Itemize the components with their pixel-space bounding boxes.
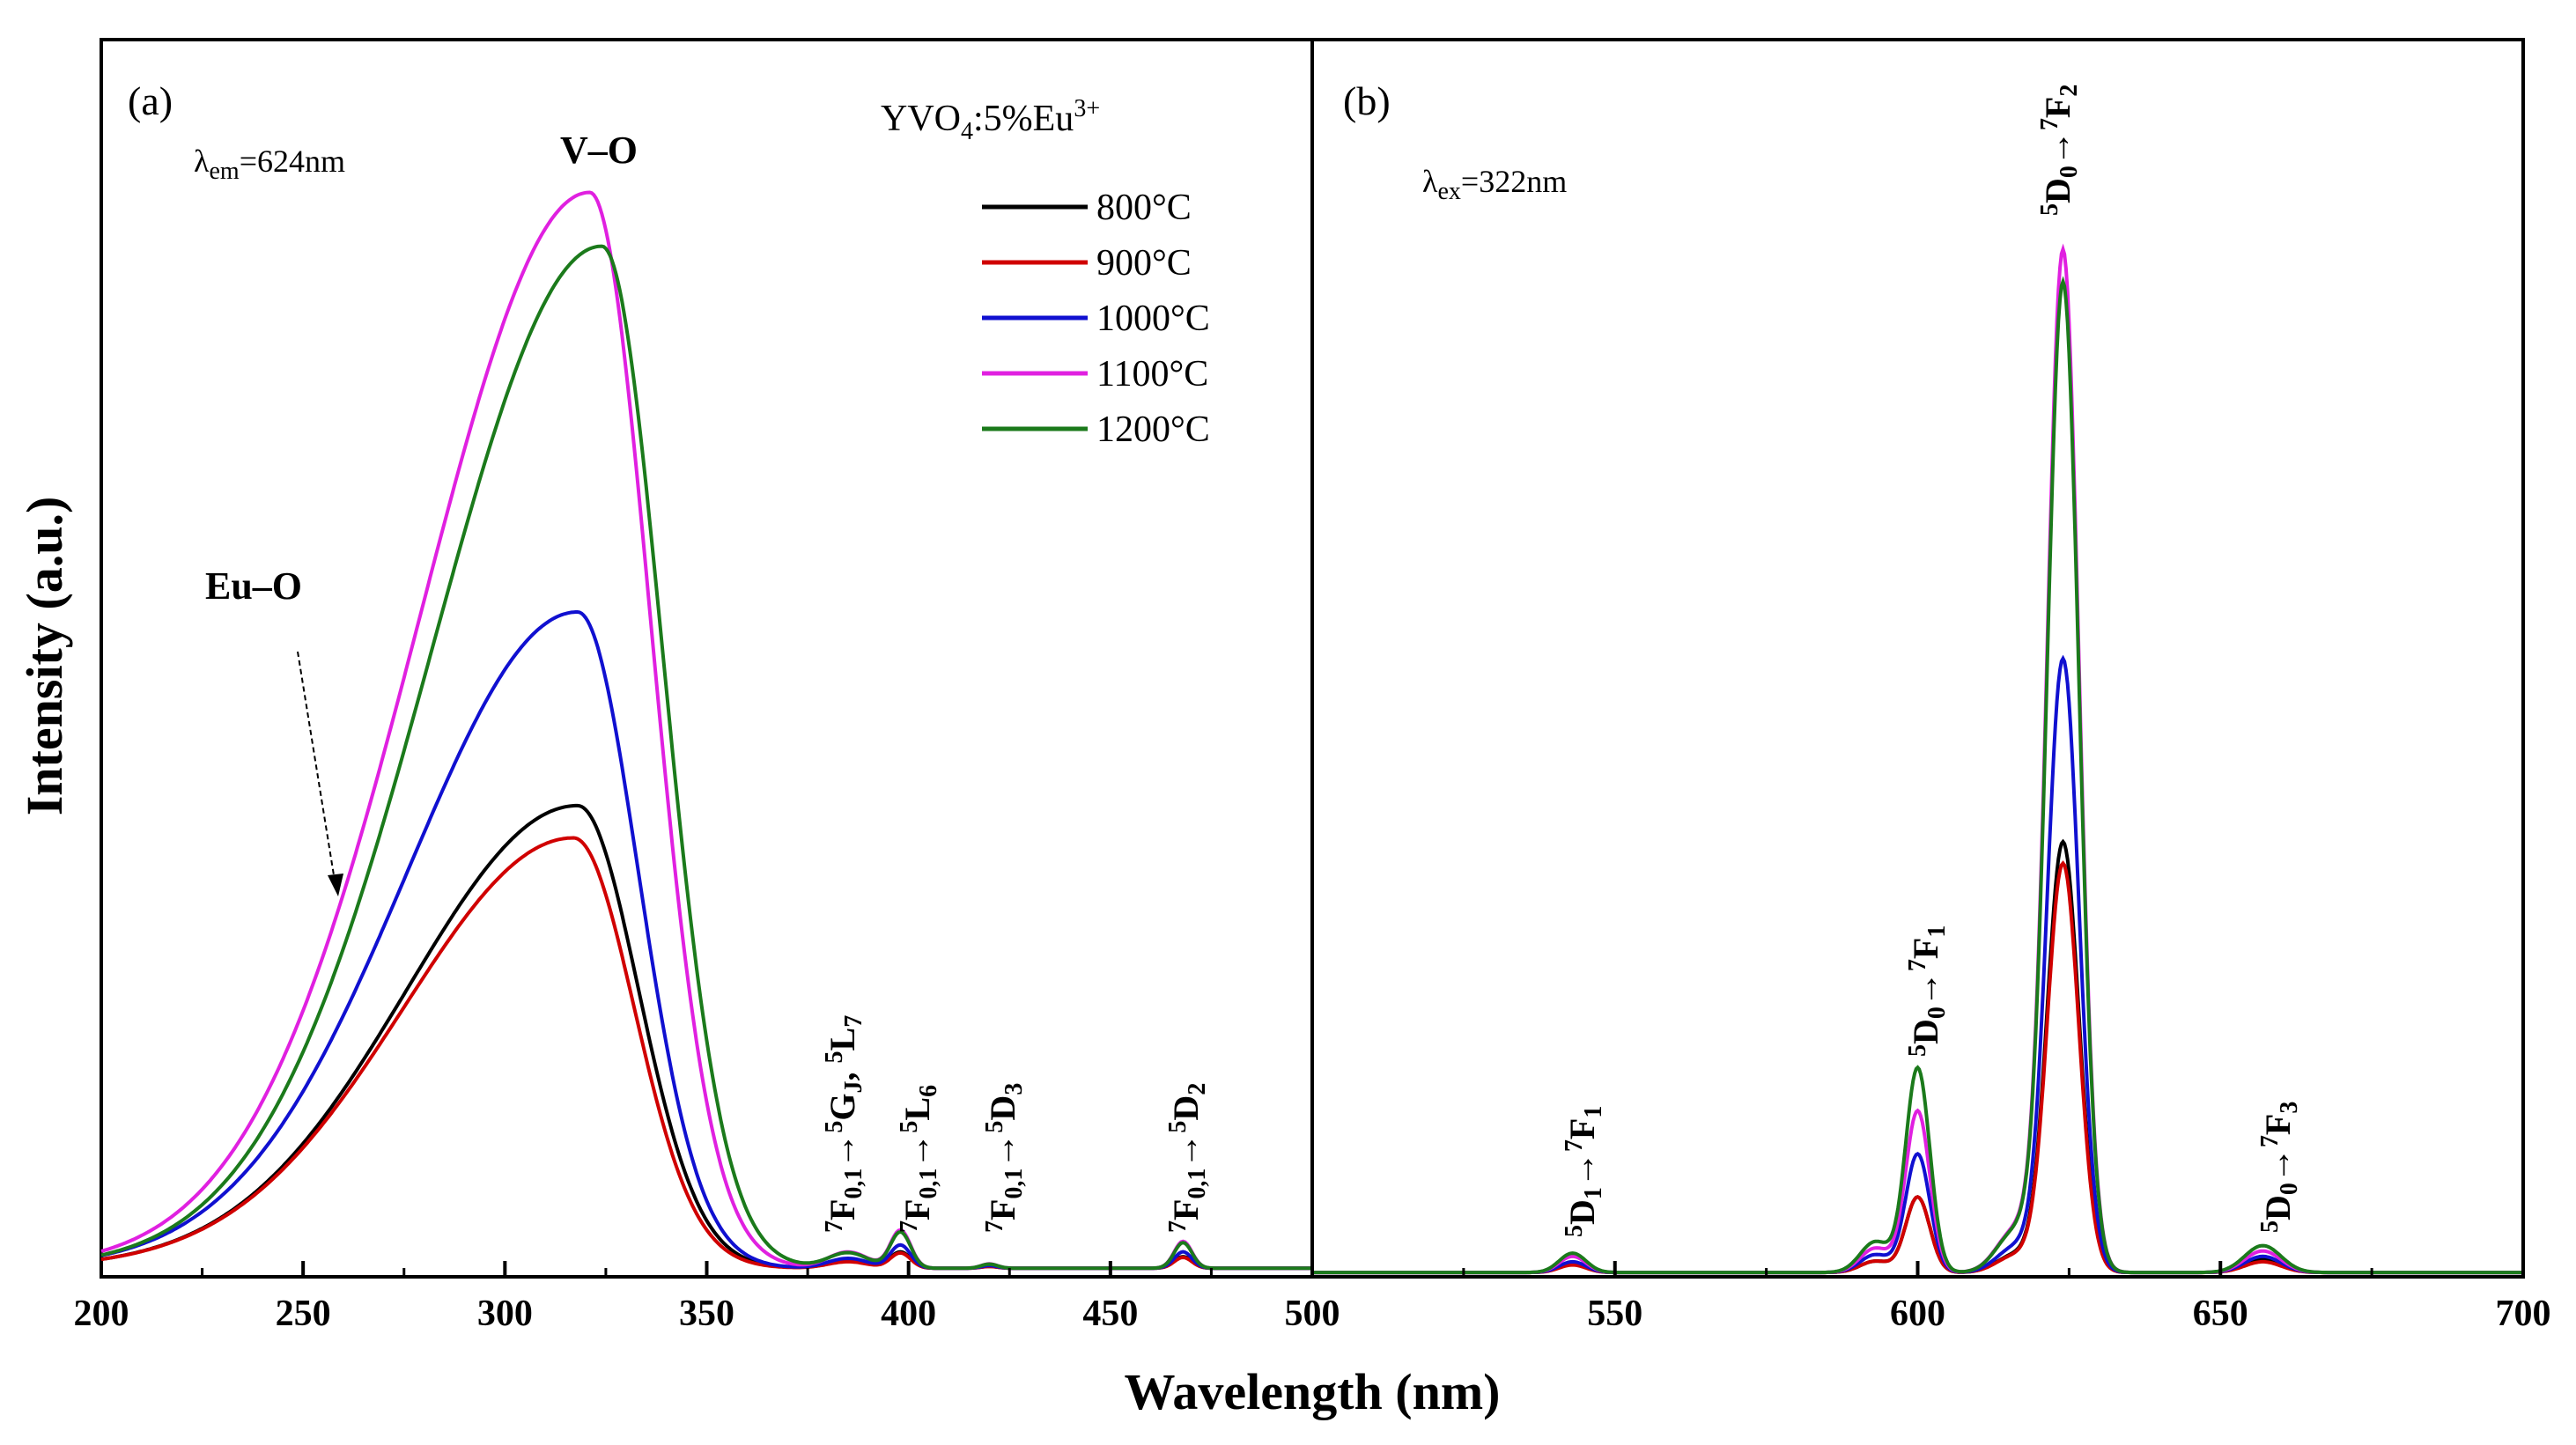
legend-label-1200c: 1200°C (1096, 409, 1210, 450)
y-axis-title: Intensity (a.u.) (16, 497, 73, 816)
legend-label-800c: 800°C (1096, 188, 1192, 228)
vo-band-label: V–O (560, 129, 638, 172)
panel-a-transitions: 7F0,1→5GJ, 5L7 7F0,1→5L6 7F0,1→5D3 7F0,1… (821, 1015, 1211, 1233)
x-tick-label-a-200: 200 (74, 1294, 129, 1334)
legend-label-1000c: 1000°C (1096, 299, 1210, 339)
x-tick-label-b-700: 700 (2496, 1294, 2551, 1334)
x-tick-label-b-550: 550 (1587, 1294, 1642, 1334)
transition-label-b-3: 5D0→7F2 (2036, 85, 2083, 216)
transition-label-b-4: 5D0→7F3 (2256, 1102, 2303, 1233)
transition-label-a-1: 7F0,1→5GJ, 5L7 (821, 1015, 867, 1233)
legend: 800°C 900°C 1000°C 1100°C 1200°C (982, 188, 1210, 450)
x-tick-label-b-500: 500 (1285, 1294, 1340, 1334)
x-tick-label-b-650: 650 (2193, 1294, 2248, 1334)
transition-label-b-2: 5D0→7F1 (1904, 925, 1951, 1057)
panel-b-curves (1312, 243, 2523, 1275)
euo-band-label: Eu–O (205, 564, 302, 608)
x-axis-title: Wavelength (nm) (1125, 1363, 1501, 1420)
panel-b-label: (b) (1343, 78, 1391, 123)
sample-label: YVO4:5%Eu3+ (881, 95, 1100, 145)
transition-label-a-3: 7F0,1→5D3 (981, 1083, 1028, 1233)
x-tick-label-a-450: 450 (1082, 1294, 1138, 1334)
transition-label-a-2: 7F0,1→5L6 (896, 1085, 942, 1233)
series-a-1200c (100, 244, 1312, 1271)
legend-label-900c: 900°C (1096, 243, 1192, 284)
panel-b-transitions: 5D1→7F1 5D0→7F1 5D0→7F2 5D0→7F3 (1561, 85, 2303, 1237)
series-b-1200c (1312, 276, 2523, 1275)
x-tick-label-a-350: 350 (679, 1294, 734, 1334)
legend-label-1100c: 1100°C (1096, 354, 1208, 394)
x-tick-label-a-300: 300 (477, 1294, 533, 1334)
panel-a-label: (a) (128, 78, 173, 123)
euo-arrow-line (297, 651, 336, 881)
x-tick-label-a-400: 400 (881, 1294, 936, 1334)
x-tick-label-b-600: 600 (1890, 1294, 1945, 1334)
x-tick-label-a-250: 250 (276, 1294, 331, 1334)
series-b-1100c (1312, 243, 2523, 1275)
euo-arrow-head (328, 874, 343, 896)
transition-label-b-1: 5D1→7F1 (1561, 1106, 1607, 1237)
panel-a-monitor: λem=624nm (194, 144, 345, 185)
transition-label-a-4: 7F0,1→5D2 (1164, 1083, 1211, 1233)
x-axis-ticks: 200 250 300 350 400 450 500 550 600 650 700 (74, 1261, 2551, 1334)
panel-b-frame (1310, 38, 2525, 1279)
panel-b-monitor: λex=322nm (1422, 164, 1567, 205)
